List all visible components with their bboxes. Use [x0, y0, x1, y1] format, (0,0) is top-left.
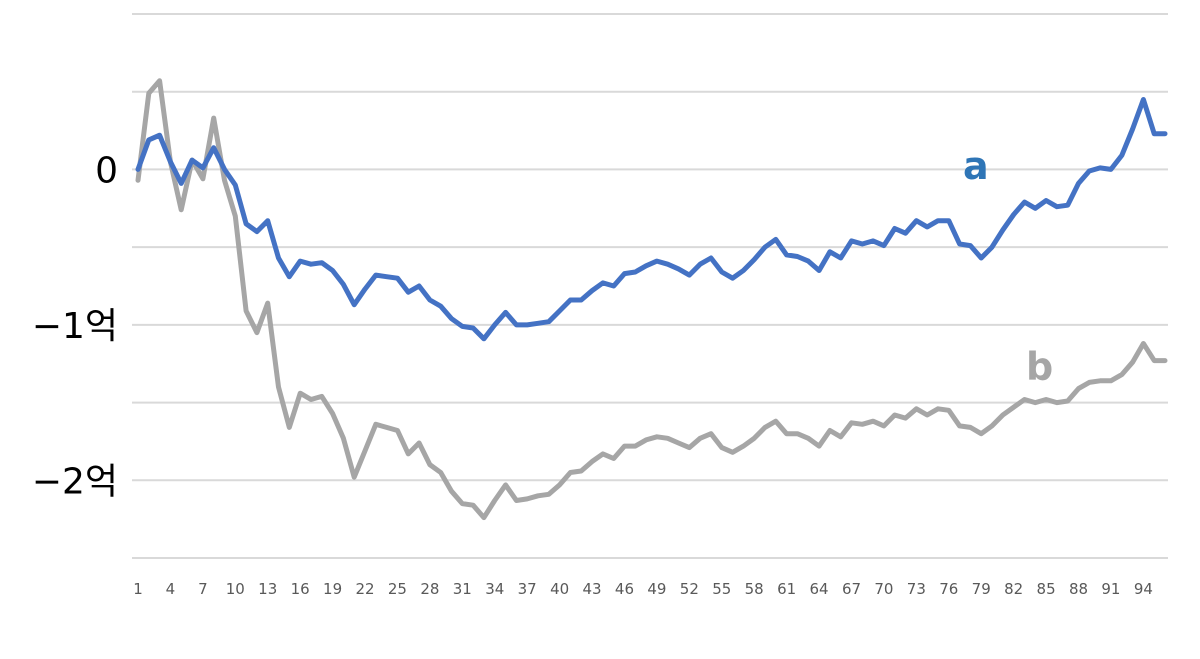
x-tick-label: 16	[291, 580, 310, 598]
x-tick-label: 31	[453, 580, 472, 598]
series-line-a	[135, 97, 1168, 342]
x-tick-label: 19	[323, 580, 342, 598]
x-tick-label: 67	[842, 580, 861, 598]
x-tick-label: 1	[133, 580, 143, 598]
y-axis-tick-labels: 0 −1억 −2억	[32, 150, 118, 502]
x-tick-label: 37	[518, 580, 537, 598]
gridlines	[132, 13, 1168, 559]
x-tick-label: 25	[388, 580, 407, 598]
x-tick-label: 40	[550, 580, 569, 598]
y-tick-label: 0	[95, 150, 118, 191]
x-tick-label: 43	[582, 580, 601, 598]
x-tick-label: 70	[874, 580, 893, 598]
x-tick-label: 82	[1004, 580, 1023, 598]
series-label-a: a	[963, 144, 989, 188]
x-tick-label: 34	[485, 580, 504, 598]
series-lines	[135, 78, 1168, 521]
x-tick-label: 4	[166, 580, 176, 598]
x-tick-label: 52	[680, 580, 699, 598]
x-tick-label: 94	[1134, 580, 1153, 598]
x-tick-label: 88	[1069, 580, 1088, 598]
x-tick-label: 76	[939, 580, 958, 598]
x-tick-label: 58	[745, 580, 764, 598]
y-tick-label: −1억	[32, 306, 118, 347]
x-tick-label: 22	[355, 580, 374, 598]
x-tick-label: 46	[615, 580, 634, 598]
x-tick-label: 10	[226, 580, 245, 598]
x-axis-tick-labels: 1 4 7 10 13 16 19 22 25 28 31 34 37 40 43 46 49 52 55 58 61 6…	[133, 580, 1153, 598]
series-label-b: b	[1026, 344, 1053, 388]
x-tick-label: 85	[1037, 580, 1056, 598]
y-tick-label: −2억	[32, 461, 118, 502]
x-tick-label: 13	[258, 580, 277, 598]
x-tick-label: 64	[810, 580, 829, 598]
x-tick-label: 73	[907, 580, 926, 598]
x-tick-label: 61	[777, 580, 796, 598]
series-labels: ab	[963, 144, 1053, 389]
x-tick-label: 49	[647, 580, 666, 598]
series-line-b	[135, 78, 1168, 521]
x-tick-label: 79	[972, 580, 991, 598]
x-tick-label: 91	[1101, 580, 1120, 598]
x-tick-label: 55	[712, 580, 731, 598]
x-tick-label: 7	[198, 580, 208, 598]
x-tick-label: 28	[420, 580, 439, 598]
